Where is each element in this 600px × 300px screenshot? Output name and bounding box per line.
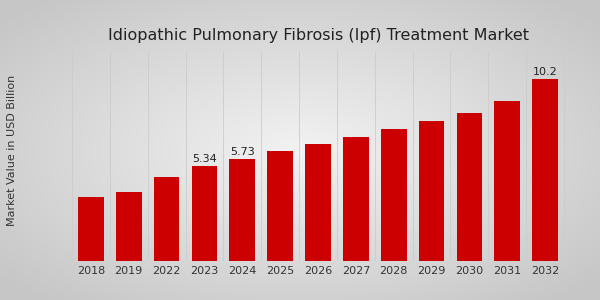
Bar (267, 151, 293, 261)
Text: 5.73: 5.73 (230, 147, 254, 157)
Bar (191, 166, 217, 261)
Bar (532, 80, 558, 261)
Bar (305, 144, 331, 261)
Title: Idiopathic Pulmonary Fibrosis (Ipf) Treatment Market: Idiopathic Pulmonary Fibrosis (Ipf) Trea… (107, 28, 529, 43)
Bar (116, 193, 142, 261)
Bar (343, 137, 369, 261)
Text: 10.2: 10.2 (533, 67, 557, 77)
Bar (78, 197, 104, 261)
Bar (154, 177, 179, 261)
Text: Market Value in USD Billion: Market Value in USD Billion (7, 74, 17, 226)
Text: 5.34: 5.34 (192, 154, 217, 164)
Bar (229, 159, 255, 261)
Bar (419, 121, 445, 261)
Bar (457, 113, 482, 261)
Bar (381, 129, 407, 261)
Bar (494, 101, 520, 261)
